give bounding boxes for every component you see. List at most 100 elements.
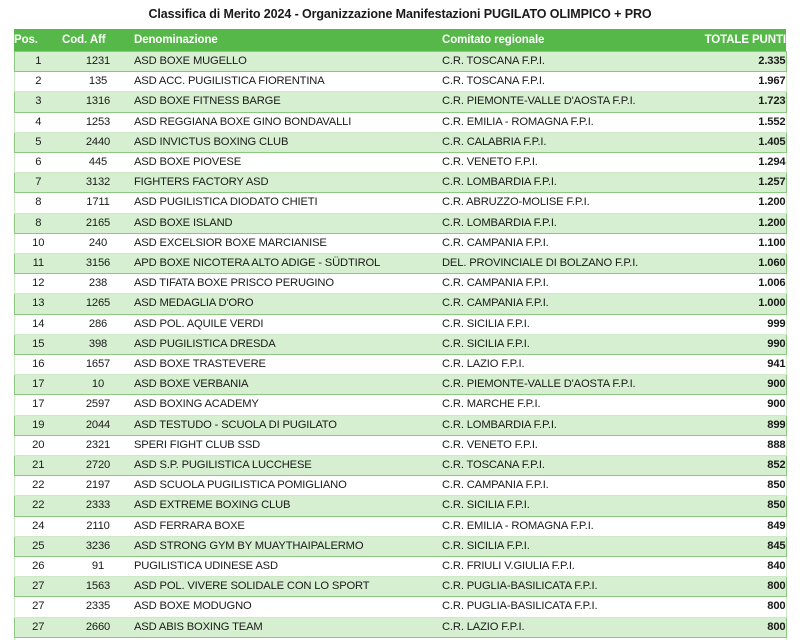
cell-totale-punti: 800 xyxy=(694,596,787,618)
table-row[interactable]: 25 3236 ASD STRONG GYM BY MUAYTHAIPALERMO C… xyxy=(13,535,787,558)
cell-posizione: 24 xyxy=(13,515,62,537)
table-row[interactable]: 30128ASD PUGILISTICA PRATESEC.R. TOSCANA… xyxy=(13,636,787,640)
table-row[interactable]: 27 1563 ASD POL. VIVERE SOLIDALE CON LO SP… xyxy=(13,576,787,598)
cell-denominazione: ASD PUGILISTICA DIODATO CHIETI xyxy=(134,192,442,214)
table-row[interactable]: 20 2321 SPERI FIGHT CLUB SSD C.R. VENETO F.… xyxy=(13,434,787,457)
cell-posizione: 11 xyxy=(13,253,62,275)
column-header-comitato[interactable]: Comitato regionale xyxy=(442,29,694,52)
cell-denominazione: ASD ACC. PUGILISTICA FIORENTINA xyxy=(134,71,442,93)
table-row[interactable]: 27 2335 ASD BOXE MODUGNO C.R. PUGLIA-BASILI… xyxy=(13,596,787,618)
cell-posizione: 25 xyxy=(13,535,62,558)
cell-cod-aff: 2110 xyxy=(62,515,134,537)
cell-totale-punti: 1.405 xyxy=(694,131,787,154)
cell-totale-punti: 850 xyxy=(694,475,787,497)
column-header-denominazione[interactable]: Denominazione xyxy=(134,29,442,52)
cell-comitato-regionale: C.R. PUGLIA-BASILICATA F.P.I. xyxy=(442,596,694,618)
cell-posizione: 15 xyxy=(13,333,62,356)
cell-posizione: 8 xyxy=(13,192,62,214)
table-row[interactable]: 8 2165 ASD BOXE ISLAND C.R. LOMBARDIA F.P.I… xyxy=(13,212,787,234)
cell-totale-punti: 1.294 xyxy=(694,152,787,174)
cell-cod-aff: 2335 xyxy=(62,596,134,618)
table-row[interactable]: 13 1265 ASD MEDAGLIA D'ORO C.R. CAMPANIA F.… xyxy=(13,293,787,315)
cell-posizione: 17 xyxy=(13,374,62,396)
cell-comitato-regionale: C.R. VENETO F.P.I. xyxy=(442,434,694,457)
table-header: Pos. Cod. Aff Denominazione Comitato reg… xyxy=(14,29,786,52)
cell-denominazione: APD BOXE NICOTERA ALTO ADIGE - SÜDTIROL xyxy=(134,253,442,275)
cell-totale-punti: 1.723 xyxy=(694,91,787,113)
cell-cod-aff: 1563 xyxy=(62,576,134,598)
table-row[interactable]: 3 1316 ASD BOXE FITNESS BARGE C.R. PIEMONTE… xyxy=(13,91,787,113)
cell-denominazione: ASD SCUOLA PUGILISTICA POMIGLIANO xyxy=(134,475,442,497)
cell-denominazione: SPERI FIGHT CLUB SSD xyxy=(134,434,442,457)
cell-posizione: 16 xyxy=(13,354,62,376)
cell-posizione: 4 xyxy=(13,111,62,133)
cell-totale-punti: 999 xyxy=(694,313,787,335)
cell-denominazione: ASD PUGILISTICA PRATESE xyxy=(134,636,442,640)
cell-denominazione: ASD EXCELSIOR BOXE MARCIANISE xyxy=(134,232,442,255)
cell-cod-aff: 2333 xyxy=(62,495,134,517)
cell-comitato-regionale: C.R. FRIULI V.GIULIA F.P.I. xyxy=(442,556,694,578)
cell-totale-punti: 1.060 xyxy=(694,253,787,275)
column-header-cod-aff[interactable]: Cod. Aff xyxy=(62,29,134,52)
cell-comitato-regionale: C.R. TOSCANA F.P.I. xyxy=(442,636,694,640)
table-row[interactable]: 8 1711 ASD PUGILISTICA DIODATO CHIETI C.R. … xyxy=(13,192,787,214)
table-row[interactable]: 2 135 ASD ACC. PUGILISTICA FIORENTINA C.R. … xyxy=(13,71,787,93)
cell-comitato-regionale: C.R. SICILIA F.P.I. xyxy=(442,495,694,517)
table-row[interactable]: 22 2197 ASD SCUOLA PUGILISTICA POMIGLIANO C… xyxy=(13,475,787,497)
cell-denominazione: ASD EXTREME BOXING CLUB xyxy=(134,495,442,517)
column-header-pos[interactable]: Pos. xyxy=(14,29,62,52)
table-row[interactable]: 5 2440 ASD INVICTUS BOXING CLUB C.R. CALABR… xyxy=(13,131,787,154)
cell-totale-punti: 792 xyxy=(694,636,787,640)
cell-cod-aff: 10 xyxy=(62,374,134,396)
table-row[interactable]: 21 2720 ASD S.P. PUGILISTICA LUCCHESE C.R. … xyxy=(13,455,787,477)
cell-comitato-regionale: C.R. LAZIO F.P.I. xyxy=(442,354,694,376)
cell-comitato-regionale: C.R. LOMBARDIA F.P.I. xyxy=(442,212,694,234)
cell-posizione: 17 xyxy=(13,394,62,416)
cell-cod-aff: 2044 xyxy=(62,414,134,436)
cell-totale-punti: 1.967 xyxy=(694,71,787,93)
cell-totale-punti: 1.200 xyxy=(694,192,787,214)
cell-comitato-regionale: C.R. CAMPANIA F.P.I. xyxy=(442,293,694,315)
table-row[interactable]: 17 10 ASD BOXE VERBANIA C.R. PIEMONTE-VALLE… xyxy=(13,374,787,396)
table-row[interactable]: 15 398 ASD PUGILISTICA DRESDA C.R. SICILIA … xyxy=(13,333,787,356)
cell-denominazione: ASD FERRARA BOXE xyxy=(134,515,442,537)
cell-posizione: 8 xyxy=(13,212,62,234)
table-row[interactable]: 16 1657 ASD BOXE TRASTEVERE C.R. LAZIO F.P.… xyxy=(13,354,787,376)
table-row[interactable]: 14 286 ASD POL. AQUILE VERDI C.R. SICILIA F… xyxy=(13,313,787,335)
cell-totale-punti: 1.200 xyxy=(694,212,787,234)
table-body: 1 1231 ASD BOXE MUGELLO C.R. TOSCANA F.P.I.… xyxy=(13,50,787,640)
cell-posizione: 26 xyxy=(13,556,62,578)
table-row[interactable]: 27 2660 ASD ABIS BOXING TEAM C.R. LAZIO F.P… xyxy=(13,616,787,638)
cell-cod-aff: 240 xyxy=(62,232,134,255)
cell-posizione: 27 xyxy=(13,576,62,598)
cell-denominazione: ASD TESTUDO - SCUOLA DI PUGILATO xyxy=(134,414,442,436)
cell-denominazione: ASD BOXE TRASTEVERE xyxy=(134,354,442,376)
table-row[interactable]: 1 1231 ASD BOXE MUGELLO C.R. TOSCANA F.P.I.… xyxy=(13,50,787,73)
cell-totale-punti: 899 xyxy=(694,414,787,436)
cell-cod-aff: 91 xyxy=(62,556,134,578)
cell-cod-aff: 2440 xyxy=(62,131,134,154)
table-row[interactable]: 12 238 ASD TIFATA BOXE PRISCO PERUGINO C.R.… xyxy=(13,273,787,295)
cell-totale-punti: 990 xyxy=(694,333,787,356)
cell-totale-punti: 900 xyxy=(694,394,787,416)
table-row[interactable]: 17 2597 ASD BOXING ACADEMY C.R. MARCHE F.P.… xyxy=(13,394,787,416)
cell-comitato-regionale: C.R. LAZIO F.P.I. xyxy=(442,616,694,638)
table-row[interactable]: 4 1253 ASD REGGIANA BOXE GINO BONDAVALLI C.… xyxy=(13,111,787,133)
column-header-totale-punti[interactable]: TOTALE PUNTI xyxy=(694,29,786,52)
table-row[interactable]: 22 2333 ASD EXTREME BOXING CLUB C.R. SICILI… xyxy=(13,495,787,517)
cell-posizione: 30 xyxy=(13,636,62,640)
cell-posizione: 19 xyxy=(13,414,62,436)
table-row[interactable]: 6 445 ASD BOXE PIOVESE C.R. VENETO F.P.I. 1.… xyxy=(13,152,787,174)
merit-ranking-table: Pos. Cod. Aff Denominazione Comitato reg… xyxy=(13,29,787,640)
table-row[interactable]: 11 3156 APD BOXE NICOTERA ALTO ADIGE - SÜD… xyxy=(13,253,787,275)
table-row[interactable]: 7 3132 FIGHTERS FACTORY ASD C.R. LOMBARDIA … xyxy=(13,172,787,194)
table-row[interactable]: 10 240 ASD EXCELSIOR BOXE MARCIANISE C.R. C… xyxy=(13,232,787,255)
cell-cod-aff: 2321 xyxy=(62,434,134,457)
cell-totale-punti: 840 xyxy=(694,556,787,578)
table-row[interactable]: 26 91 PUGILISTICA UDINESE ASD C.R. FRIULI V… xyxy=(13,556,787,578)
cell-denominazione: PUGILISTICA UDINESE ASD xyxy=(134,556,442,578)
table-row[interactable]: 19 2044 ASD TESTUDO - SCUOLA DI PUGILATO C.… xyxy=(13,414,787,436)
table-row[interactable]: 24 2110 ASD FERRARA BOXE C.R. EMILIA - ROMA… xyxy=(13,515,787,537)
cell-posizione: 22 xyxy=(13,475,62,497)
page-title: Classifica di Merito 2024 - Organizzazio… xyxy=(148,7,652,21)
